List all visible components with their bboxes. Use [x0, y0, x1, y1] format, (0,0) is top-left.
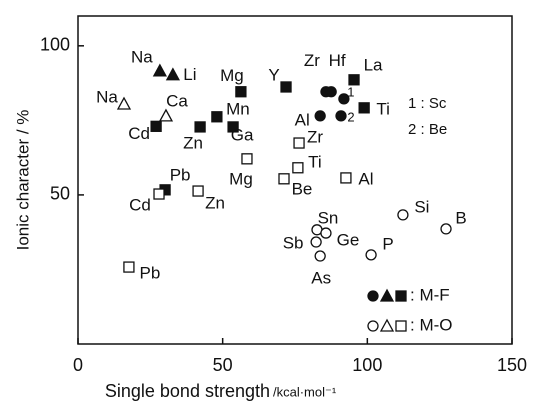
x-axis-unit: /kcal·mol⁻¹: [273, 384, 337, 399]
point-label: Ti: [376, 99, 390, 118]
point-label: Na: [131, 47, 153, 66]
point-label: Cd: [129, 195, 151, 214]
annotation: 2 : Be: [408, 121, 447, 138]
point-label: Na: [96, 87, 118, 106]
point: [211, 111, 223, 123]
legend-marker: [367, 290, 379, 302]
point: [235, 86, 247, 98]
point-label: 2: [347, 109, 354, 124]
point: [150, 120, 162, 132]
point-label: Ga: [231, 125, 254, 144]
point: [280, 81, 292, 93]
point: [335, 110, 347, 122]
point-label: Pb: [140, 264, 161, 283]
point-label: Mg: [229, 169, 253, 188]
point-label: Zn: [205, 194, 225, 213]
point-label: As: [311, 269, 331, 288]
point-label: Be: [292, 179, 313, 198]
point-label: Y: [268, 65, 279, 84]
point-label: 1: [347, 84, 354, 99]
point-label: Al: [358, 169, 373, 188]
plot-frame: [77, 15, 513, 345]
point: [348, 74, 360, 86]
point: [123, 261, 135, 273]
point-label: Ca: [166, 91, 188, 110]
x-tick-label: 50: [213, 355, 233, 375]
point-label: Cd: [128, 124, 150, 143]
point-label: Zn: [183, 133, 203, 152]
point: [293, 137, 305, 149]
point-label: Ge: [337, 231, 360, 250]
point-label: Li: [183, 65, 196, 84]
point: [278, 173, 290, 185]
point: [338, 93, 350, 105]
point: [397, 209, 409, 221]
point-label: La: [364, 55, 383, 74]
point: [340, 172, 352, 184]
legend-label: : M-O: [410, 315, 453, 334]
point-label: Mg: [220, 66, 244, 85]
y-tick-label: 50: [50, 184, 70, 204]
point: [192, 185, 204, 197]
point: [358, 102, 370, 114]
point-label: Pb: [170, 165, 191, 184]
legend-marker: [395, 290, 407, 302]
x-axis-title: Single bond strength: [105, 381, 270, 401]
legend-marker: [379, 318, 395, 332]
y-axis-title: Ionic character / %: [13, 110, 32, 251]
y-tick-label: 100: [40, 35, 70, 55]
legend-marker: [379, 288, 395, 302]
point-label: P: [382, 234, 393, 253]
point: [227, 121, 239, 133]
legend-label: : M-F: [410, 285, 450, 304]
point-label: Al: [295, 110, 310, 129]
point: [325, 86, 337, 98]
point: [165, 67, 180, 81]
point: [152, 63, 167, 77]
point: [365, 249, 377, 261]
point: [194, 121, 206, 133]
point: [314, 110, 326, 122]
point-label: Mn: [226, 99, 250, 118]
point-label: Ti: [308, 152, 322, 171]
point-label: Zr: [304, 51, 320, 70]
x-tick-label: 0: [73, 355, 83, 375]
x-tick-label: 150: [497, 355, 527, 375]
point-label: Sb: [283, 234, 304, 253]
point: [314, 250, 326, 262]
point: [292, 162, 304, 174]
x-tick-label: 100: [352, 355, 382, 375]
point: [320, 227, 332, 239]
point: [116, 96, 132, 110]
point-label: Si: [414, 197, 429, 216]
legend-marker: [367, 320, 379, 332]
point-label: Zr: [307, 128, 323, 147]
point: [241, 153, 253, 165]
annotation: 1 : Sc: [408, 95, 447, 112]
point-label: Hf: [329, 51, 346, 70]
legend-marker: [395, 320, 407, 332]
point: [440, 223, 452, 235]
point: [158, 108, 174, 122]
point-label: Sn: [318, 208, 339, 227]
point: [153, 188, 165, 200]
point: [310, 236, 322, 248]
point-label: B: [455, 208, 466, 227]
